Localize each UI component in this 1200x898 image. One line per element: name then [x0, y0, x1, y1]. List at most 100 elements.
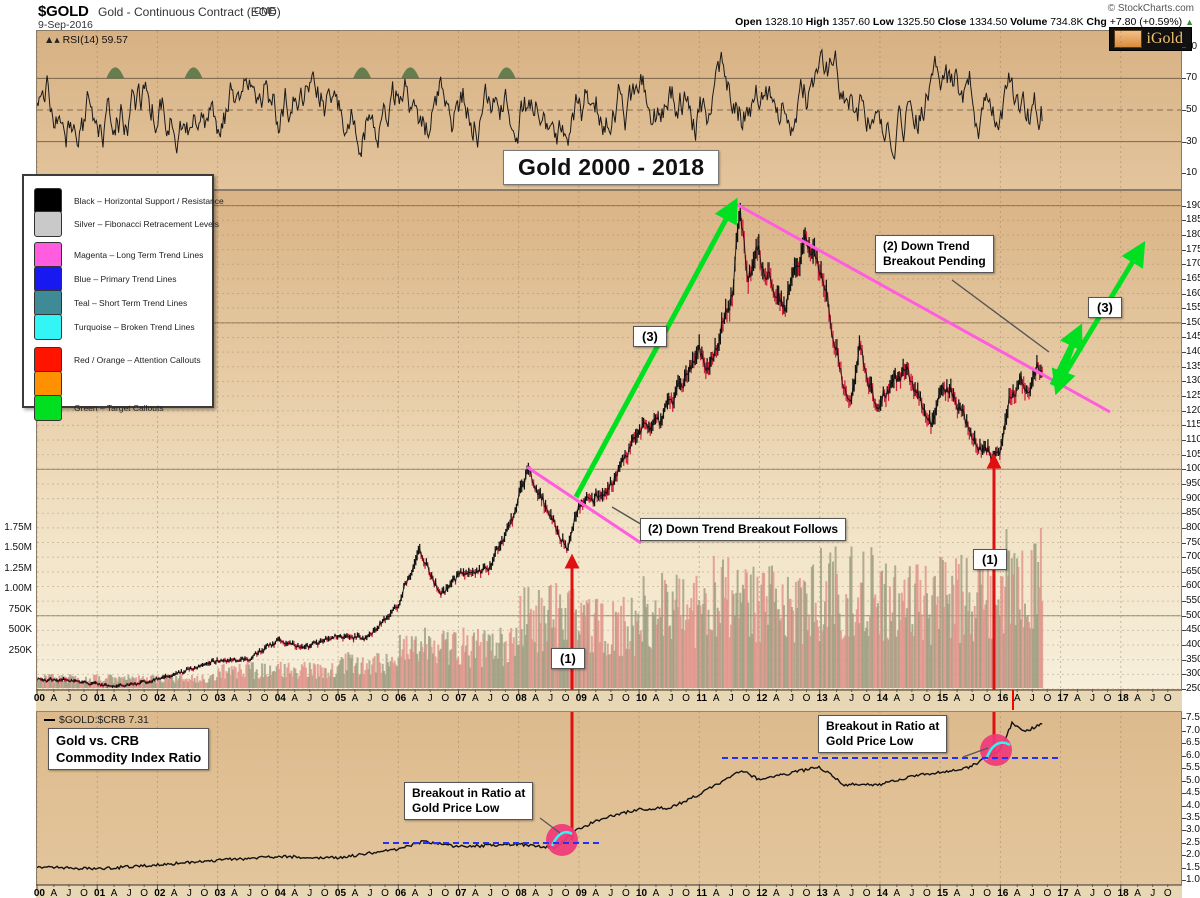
- x-axis-month-17-J: J: [1089, 693, 1095, 704]
- x-axis-month-12-O: O: [802, 888, 811, 898]
- price-tick-mark: [1182, 396, 1186, 398]
- x-axis-year-18: 18: [1117, 693, 1129, 704]
- x-axis-month-14-O: O: [923, 693, 931, 704]
- price-tick-mark: [1182, 513, 1186, 515]
- price-y-tick-1550: 1550: [1186, 302, 1200, 314]
- x-axis-month-16-A: A: [1013, 888, 1021, 898]
- x-axis-month-09-A: A: [592, 888, 600, 898]
- price-y-tick-1000: 1000: [1186, 463, 1200, 475]
- x-axis-month-17-O: O: [1103, 693, 1112, 704]
- x-axis-month-09-J: J: [608, 693, 614, 704]
- ratio-legend-label: $GOLD:$CRB 7.31: [59, 714, 149, 726]
- ratio-y-tick-2-5: 2.5: [1186, 836, 1200, 848]
- x-axis-month-14-A: A: [893, 693, 901, 704]
- ratio-tick-mark: [1182, 743, 1186, 745]
- x-axis-month-04-A: A: [291, 693, 299, 704]
- price-y-tick-300: 300: [1186, 668, 1200, 680]
- x-axis-month-10-O: O: [682, 693, 690, 704]
- ratio-tick-mark: [1182, 793, 1186, 795]
- ratio-y-tick-6-5: 6.5: [1186, 737, 1200, 749]
- x-axis-year-09: 09: [575, 888, 587, 898]
- price-tick-mark: [1182, 352, 1186, 354]
- up-arrow-icon: ▲: [1185, 17, 1194, 27]
- legend-row-2: Magenta – Long Term Trend Lines: [34, 242, 203, 269]
- x-axis-year-07: 07: [455, 888, 467, 898]
- high-value: 1357.60: [832, 16, 870, 28]
- x-axis-month-02-A: A: [170, 693, 178, 704]
- legend-swatch-icon-1: [34, 211, 62, 238]
- legend-row-0: Black – Horizontal Support / Resistance: [34, 187, 224, 214]
- x-axis-month-12-A: A: [773, 693, 780, 704]
- annotation-breakout-follows: (2) Down Trend Breakout Follows: [640, 518, 847, 541]
- price-tick-mark: [1182, 615, 1186, 617]
- x-axis-month-08-J: J: [548, 888, 554, 898]
- x-axis-month-04-A: A: [291, 888, 299, 898]
- x-axis-month-12-J: J: [788, 888, 794, 898]
- volume-y-tick-6: 1.75M: [4, 521, 32, 533]
- price-tick-mark: [1182, 366, 1186, 368]
- x-axis-year-00: 00: [33, 693, 45, 704]
- x-axis-month-15-O: O: [983, 693, 991, 704]
- legend-row-7: [34, 371, 74, 397]
- volume-value: 734.8K: [1050, 16, 1084, 28]
- x-axis-year-12: 12: [756, 693, 768, 704]
- legend-swatch-icon-4: [34, 289, 62, 316]
- ratio-y-tick-1-5: 1.5: [1186, 861, 1200, 873]
- x-axis-month-06-O: O: [441, 888, 450, 898]
- volume-y-tick-0: 250K: [8, 644, 32, 656]
- x-axis-year-09: 09: [575, 693, 587, 704]
- price-tick-mark: [1182, 264, 1186, 266]
- price-y-tick-900: 900: [1186, 492, 1200, 504]
- ratio-y-tick-6: 6.0: [1186, 749, 1200, 761]
- x-axis-month-08-O: O: [561, 888, 570, 898]
- x-axis-month-03-J: J: [247, 693, 253, 704]
- chg-label: Chg: [1086, 16, 1107, 28]
- ratio-tick-mark: [1182, 718, 1186, 720]
- x-axis-year-15: 15: [937, 888, 949, 898]
- x-axis-month-04-O: O: [320, 888, 329, 898]
- ratio-tick-mark: [1182, 730, 1186, 732]
- x-axis-month-07-J: J: [487, 888, 493, 898]
- price-tick-mark: [1182, 249, 1186, 251]
- price-y-tick-800: 800: [1186, 521, 1200, 533]
- legend-swatch-icon-0: [34, 187, 62, 214]
- x-axis-month-11-A: A: [712, 693, 720, 704]
- price-y-tick-450: 450: [1186, 624, 1200, 636]
- x-axis-month-04-O: O: [320, 693, 329, 704]
- x-axis-month-08-O: O: [561, 693, 570, 704]
- legend-label-3: Blue – Primary Trend Lines: [74, 274, 177, 284]
- rsi-y-tick-70: 70: [1186, 72, 1198, 84]
- rsi-label-group: ▲▴ RSI(14) 59.57: [44, 34, 128, 46]
- open-label: Open: [735, 16, 762, 28]
- x-axis-month-07-A: A: [471, 693, 479, 704]
- price-tick-mark: [1182, 322, 1186, 324]
- marker-3-right: (3): [1088, 297, 1122, 318]
- open-value: 1328.10: [764, 16, 803, 28]
- x-axis-year-16: 16: [997, 888, 1009, 898]
- volume-y-tick-3: 1.00M: [4, 583, 32, 594]
- x-axis-month-18-J: J: [1150, 693, 1156, 704]
- price-tick-mark: [1182, 527, 1186, 529]
- x-axis-month-18-J: J: [1150, 888, 1156, 898]
- x-axis-month-05-O: O: [381, 693, 389, 704]
- x-axis-month-10-A: A: [652, 693, 660, 704]
- x-axis-year-05: 05: [334, 888, 347, 898]
- marker-3-left: (3): [633, 326, 667, 347]
- x-axis-year-17: 17: [1057, 888, 1069, 898]
- x-axis-month-10-J: J: [668, 888, 674, 898]
- x-axis-month-08-A: A: [532, 888, 539, 898]
- price-y-tick-750: 750: [1186, 536, 1200, 548]
- price-y-tick-700: 700: [1186, 551, 1200, 563]
- quote-bar: Open 1328.10 High 1357.60 Low 1325.50 Cl…: [735, 16, 1194, 28]
- x-axis-month-07-J: J: [487, 693, 493, 704]
- price-y-tick-1650: 1650: [1186, 272, 1200, 284]
- ratio-legend-swatch-icon: [44, 719, 55, 722]
- x-axis-month-05-J: J: [367, 693, 373, 704]
- x-axis-year-05: 05: [334, 693, 347, 704]
- x-axis-month-10-J: J: [668, 693, 674, 704]
- rsi-sparkline-icon: ▲▴: [44, 34, 60, 46]
- rsi-y-tick-10: 10: [1186, 167, 1198, 179]
- ratio-y-tick-4: 4.0: [1186, 799, 1200, 811]
- source-attribution: © StockCharts.com: [1107, 3, 1194, 14]
